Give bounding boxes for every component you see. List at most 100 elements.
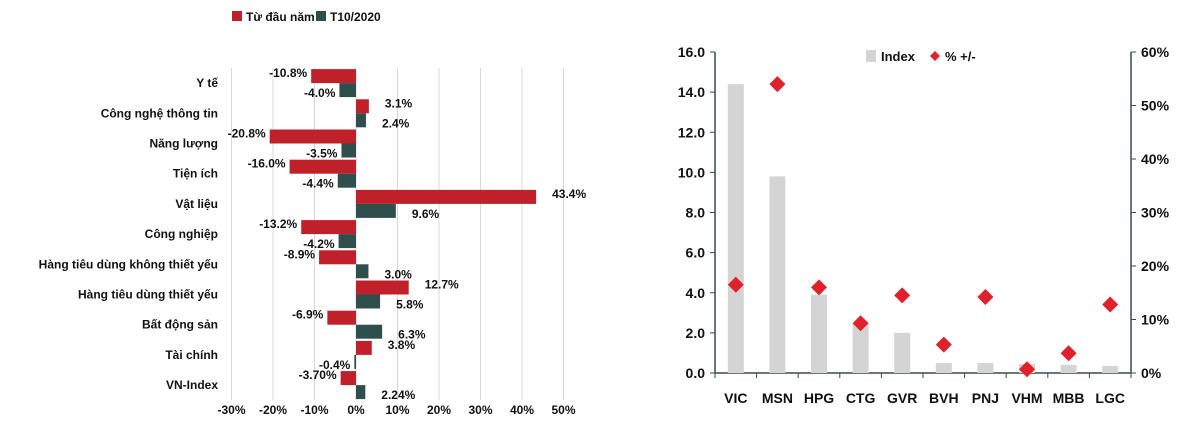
- legend-swatch-index: [866, 50, 876, 62]
- bar: [337, 173, 356, 188]
- data-label: -4.0%: [304, 86, 336, 100]
- legend-label: Index: [881, 49, 916, 64]
- data-label: -4.2%: [303, 237, 335, 251]
- legend-label: Từ đầu năm: [246, 10, 315, 24]
- pct-change-marker: [769, 76, 786, 93]
- x-tick-label: 0%: [347, 403, 365, 417]
- x-tick-label: 20%: [427, 403, 451, 417]
- x-tick-label: 50%: [551, 403, 575, 417]
- bar: [356, 264, 369, 279]
- pct-change-marker: [1102, 296, 1119, 313]
- pct-change-marker: [894, 287, 911, 304]
- bar: [338, 234, 356, 249]
- bar: [356, 203, 396, 218]
- category-label: Công nghiệp: [145, 227, 218, 241]
- index-bar: [727, 84, 744, 373]
- data-label: 12.7%: [425, 278, 459, 292]
- y-left-tick-label: 0.0: [686, 365, 706, 381]
- y-left-tick-label: 12.0: [678, 124, 705, 140]
- category-label: Bất động sản: [142, 318, 218, 332]
- x-tick-label: 10%: [385, 403, 409, 417]
- x-tick-label: 30%: [468, 403, 492, 417]
- index-bar: [1102, 365, 1119, 373]
- index-bar: [1060, 364, 1077, 373]
- data-label: 43.4%: [552, 187, 586, 201]
- x-tick-label: CTG: [846, 390, 876, 406]
- legend-swatch-t10-2020: [316, 11, 326, 21]
- bar: [341, 143, 356, 158]
- index-bar: [852, 322, 869, 373]
- pct-change-marker: [935, 336, 952, 353]
- y-right-tick-label: 10%: [1141, 312, 1170, 328]
- data-label: -20.8%: [228, 127, 266, 141]
- index-bar: [811, 294, 827, 373]
- bar: [311, 69, 356, 84]
- pct-change-marker: [1060, 345, 1077, 362]
- y-left-tick-label: 16.0: [678, 44, 705, 60]
- x-tick-label: BVH: [929, 390, 959, 406]
- bar: [354, 354, 356, 369]
- pct-change-marker: [1019, 361, 1035, 378]
- category-label: Hàng tiêu dùng thiết yếu: [78, 288, 218, 302]
- data-label: -0.4%: [319, 358, 351, 372]
- bar: [356, 280, 409, 295]
- bar: [356, 99, 369, 114]
- legend-swatch-pct: [930, 51, 940, 61]
- x-tick-label: MSN: [762, 390, 793, 406]
- bar: [356, 324, 383, 339]
- y-left-tick-label: 10.0: [678, 164, 705, 180]
- data-label: 2.4%: [382, 116, 410, 130]
- data-label: -8.9%: [284, 247, 316, 261]
- data-label: -13.2%: [259, 217, 297, 231]
- pct-change-marker: [727, 276, 744, 293]
- bar: [356, 294, 381, 309]
- data-label: -4.4%: [302, 177, 334, 191]
- index-bar: [977, 362, 994, 373]
- data-label: 3.1%: [385, 96, 413, 110]
- y-right-tick-label: 20%: [1141, 258, 1170, 274]
- data-label: 6.3%: [398, 328, 426, 342]
- data-label: 3.0%: [384, 267, 412, 281]
- x-tick-label: -30%: [217, 403, 245, 417]
- index-bar: [769, 176, 786, 373]
- data-label: -10.8%: [269, 66, 307, 80]
- x-tick-label: VHM: [1011, 390, 1042, 406]
- data-label: 5.8%: [396, 298, 424, 312]
- data-label: 9.6%: [412, 207, 440, 221]
- bar: [356, 340, 372, 355]
- x-tick-label: VIC: [724, 390, 747, 406]
- y-left-tick-label: 14.0: [678, 84, 705, 100]
- bar: [319, 250, 356, 265]
- category-label: Hàng tiêu dùng không thiết yếu: [39, 257, 218, 271]
- data-label: -16.0%: [248, 157, 286, 171]
- category-label: Tài chính: [165, 348, 218, 362]
- bar: [339, 83, 356, 98]
- bar: [327, 310, 356, 325]
- x-tick-label: -20%: [259, 403, 287, 417]
- bar: [356, 189, 537, 204]
- legend-swatch-tu-dau-nam: [232, 11, 242, 21]
- x-tick-label: GVR: [887, 390, 917, 406]
- y-left-tick-label: 4.0: [686, 285, 706, 301]
- y-right-tick-label: 40%: [1141, 151, 1170, 167]
- bar: [289, 159, 356, 174]
- x-tick-label: LGC: [1095, 390, 1125, 406]
- category-label: Y tế: [196, 76, 218, 90]
- bar: [356, 385, 366, 400]
- pct-change-marker: [811, 279, 827, 296]
- category-label: Năng lượng: [149, 137, 218, 151]
- y-right-tick-label: 60%: [1141, 44, 1170, 60]
- bar: [301, 220, 356, 235]
- x-tick-label: MBB: [1053, 390, 1085, 406]
- x-tick-label: -10%: [300, 403, 328, 417]
- bar: [269, 129, 356, 144]
- x-tick-label: HPG: [804, 390, 834, 406]
- pct-change-marker: [977, 289, 994, 306]
- y-left-tick-label: 6.0: [686, 245, 706, 261]
- bar: [340, 371, 356, 386]
- legend-label: T10/2020: [330, 10, 381, 24]
- bar: [356, 113, 366, 128]
- y-right-tick-label: 30%: [1141, 205, 1170, 221]
